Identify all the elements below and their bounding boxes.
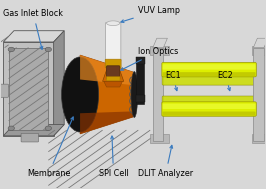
Circle shape [45,126,52,131]
Polygon shape [150,134,169,143]
Text: EC2: EC2 [218,71,234,91]
Polygon shape [253,38,266,48]
Polygon shape [136,94,145,102]
Circle shape [45,47,52,52]
Polygon shape [253,48,264,141]
Polygon shape [136,57,144,104]
Polygon shape [80,55,133,134]
FancyBboxPatch shape [106,22,121,61]
FancyBboxPatch shape [162,96,256,106]
Polygon shape [3,125,64,136]
Text: EC1: EC1 [165,71,180,91]
Polygon shape [104,81,122,87]
Polygon shape [80,111,133,134]
Text: SPI Cell: SPI Cell [99,136,128,178]
Polygon shape [252,134,266,143]
Polygon shape [9,48,48,130]
FancyBboxPatch shape [0,84,9,97]
Polygon shape [103,70,124,81]
Text: Ion Optics: Ion Optics [121,47,178,70]
Polygon shape [3,42,54,136]
Polygon shape [252,46,266,55]
FancyBboxPatch shape [162,62,256,77]
Ellipse shape [107,21,120,26]
Polygon shape [3,31,64,42]
Text: VUV Lamp: VUV Lamp [121,5,180,22]
Polygon shape [136,57,145,64]
FancyBboxPatch shape [107,66,120,79]
FancyBboxPatch shape [163,112,256,116]
Text: Membrane: Membrane [27,117,73,178]
FancyBboxPatch shape [105,59,121,68]
Ellipse shape [131,71,138,118]
FancyBboxPatch shape [163,104,256,109]
Polygon shape [153,38,167,48]
FancyBboxPatch shape [163,72,256,76]
FancyBboxPatch shape [21,133,39,142]
Circle shape [8,126,14,131]
Text: DLIT Analyzer: DLIT Analyzer [138,145,193,178]
Polygon shape [54,31,64,136]
FancyBboxPatch shape [162,75,256,85]
Ellipse shape [61,57,99,132]
FancyBboxPatch shape [106,77,120,81]
Polygon shape [80,55,133,85]
Circle shape [8,47,14,52]
Polygon shape [150,46,169,55]
Text: Gas Inlet Block: Gas Inlet Block [3,9,63,49]
FancyBboxPatch shape [163,64,256,70]
Polygon shape [153,48,163,141]
FancyBboxPatch shape [162,102,256,116]
